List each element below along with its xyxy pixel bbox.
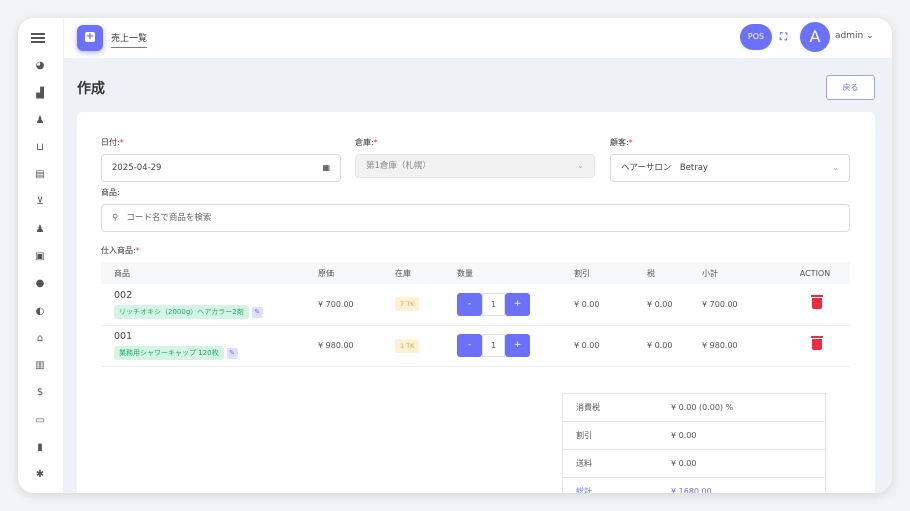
summary-value: ¥ 0.00 [671,459,697,468]
pos-button[interactable]: POS [740,24,772,50]
discount: ¥ 0.00 [574,284,647,326]
quantity-stepper[interactable]: -1 + [457,334,530,357]
sidebar-pie-chart-icon[interactable]: ◕ [35,60,45,71]
column-header: 割引 [574,262,647,284]
header: 売上一覧 POS ⛶ A admin ⌄ [64,18,892,58]
summary-label: 割引 [576,431,592,440]
stock-badge: 7 TK [395,297,420,312]
summary-value: ¥ 0.00 (0.00) % [671,403,734,412]
warehouse-label: 倉庫:* [355,138,378,147]
chevron-down-icon: ⌄ [832,163,839,172]
product-code: 001 [114,331,133,342]
delete-icon[interactable] [811,294,823,309]
column-header: 商品 [101,262,318,284]
summary-value: ¥ 1680.00 [671,487,712,493]
user-menu[interactable]: admin ⌄ [835,31,874,41]
customer-label: 顧客:* [610,138,633,147]
sidebar-people-icon[interactable]: ♟ [35,115,45,126]
summary-table: 消費税 ¥ 0.00 (0.00) % 割引 ¥ 0.00 送料 ¥ 0.00 総計 ¥ 16… [562,393,826,493]
product-code: 002 [114,289,133,301]
column-header: 在庫 [395,262,457,284]
summary-row: 消費税 ¥ 0.00 (0.00) % [563,394,825,422]
sidebar-people-icon[interactable]: ♟ [35,224,45,235]
column-header: 小計 [702,262,780,284]
product-search-input[interactable]: ⚲ コード名で商品を検索 [101,204,850,232]
sidebar-cart-icon[interactable]: ⊻ [36,196,44,207]
search-placeholder: コード名で商品を検索 [126,213,212,223]
summary-label: 送料 [576,459,592,468]
product-name-chip: リッチオキシ（2000g）ヘアカラー2剤 [114,304,249,319]
back-button[interactable]: 戻る [826,75,875,100]
date-label: 日付:* [101,138,124,147]
edit-icon[interactable]: ✎ [251,306,263,318]
cost: ¥ 980.00 [318,325,395,367]
user-name: admin [835,31,864,41]
discount: ¥ 0.00 [574,325,647,367]
date-value: 2025-04-29 [112,163,162,173]
warehouse-value: 第1倉庫（札幌） [366,161,431,171]
subtotal: ¥ 980.00 [702,325,780,367]
summary-label: 消費税 [576,403,600,412]
chevron-down-icon: ⌄ [866,31,874,41]
sidebar-home-icon[interactable]: ⌂ [36,333,44,344]
decrease-button[interactable]: - [457,334,482,357]
date-field[interactable]: 2025-04-29 ▦ [101,154,341,182]
decrease-button[interactable]: - [457,292,482,316]
sidebar-gear-icon[interactable]: ✱ [35,469,45,480]
delete-icon[interactable] [811,336,823,350]
tax: ¥ 0.00 [647,325,702,367]
increase-button[interactable]: + [505,292,530,316]
customer-value: ヘアーサロン Betray [621,163,708,173]
sidebar-receipt-icon[interactable]: ▤ [35,169,45,180]
summary-label: 総計 [576,487,592,493]
product-label: 商品: [101,188,120,197]
avatar[interactable]: A [800,22,830,52]
column-header: 原価 [318,262,395,284]
quantity-stepper[interactable]: -1 + [457,292,530,316]
summary-row: 割引 ¥ 0.00 [563,422,825,450]
sidebar-dollar-icon[interactable]: $ [36,387,44,398]
column-header: ACTION [780,262,850,284]
sidebar-basket-icon[interactable]: ⊔ [36,142,44,153]
sidebar-shield-icon[interactable]: ◐ [35,306,45,317]
sidebar-file-icon[interactable]: ▮ [37,442,43,453]
column-header: 数量 [457,262,574,284]
summary-value: ¥ 0.00 [671,431,697,440]
sidebar-user-icon[interactable]: ● [35,278,45,289]
calendar-icon[interactable]: ▦ [322,163,330,172]
form-card: 日付:* 2025-04-29 ▦ 倉庫:* 第1倉庫（札幌） ⌄ 顧客:* ヘアー… [77,112,875,493]
main-content: 作成 戻る 日付:* 2025-04-29 ▦ 倉庫:* 第1倉庫（札幌） ⌄ 顧客… [64,58,892,493]
product-name-chip: 業務用シャワーキャップ 120枚 [114,346,224,360]
table-row: 002 リッチオキシ（2000g）ヘアカラー2剤 ✎ ¥ 700.00 7 TK -… [101,284,850,326]
sidebar-bar-chart-icon[interactable]: ▥ [35,360,45,371]
sidebar-money-icon[interactable]: ▣ [35,251,45,262]
quantity-input[interactable]: 1 [482,292,505,316]
column-header: 税 [647,262,702,284]
summary-row: 送料 ¥ 0.00 [563,450,825,478]
items-table: 商品 原価 在庫 数量 割引税小計 ACTION 002 リッチオキシ（2000g）ヘアカラ… [101,262,850,367]
quantity-input[interactable]: 1 [482,334,505,357]
table-row: 001 業務用シャワーキャップ 120枚 ✎ ¥ 980.00 1 TK -1 + ¥… [101,325,850,367]
sidebar-boxes-icon[interactable]: ▟ [36,88,44,99]
items-label: 仕入商品:* [101,246,140,255]
page-title: 作成 [77,81,105,97]
cost: ¥ 700.00 [318,284,395,326]
edit-icon[interactable]: ✎ [226,348,238,359]
customer-select[interactable]: ヘアーサロン Betray ⌄ [610,154,850,182]
tab-sales-list[interactable]: 売上一覧 [111,31,148,48]
chevron-down-icon: ⌄ [577,161,584,170]
sidebar-id-card-icon[interactable]: ▭ [35,415,45,426]
tax: ¥ 0.00 [647,284,702,326]
increase-button[interactable]: + [505,334,530,357]
menu-icon[interactable] [31,33,45,43]
subtotal: ¥ 700.00 [702,284,780,326]
warehouse-select[interactable]: 第1倉庫（札幌） ⌄ [355,154,595,178]
app-window: ◕ ▟ ♟ ⊔ ▤ ⊻ ♟ ▣ ● ◐ ⌂ ▥ $ ▭ ▮ ✱ 売上一覧 POS ⛶ A admin ⌄ 作成… [18,18,892,493]
sidebar: ◕ ▟ ♟ ⊔ ▤ ⊻ ♟ ▣ ● ◐ ⌂ ▥ $ ▭ ▮ ✱ [18,18,64,493]
stock-badge: 1 TK [395,338,420,353]
search-icon: ⚲ [112,213,119,223]
summary-row: 総計 ¥ 1680.00 [563,478,825,493]
fullscreen-icon[interactable]: ⛶ [780,32,787,43]
add-tab-button[interactable] [77,25,103,51]
